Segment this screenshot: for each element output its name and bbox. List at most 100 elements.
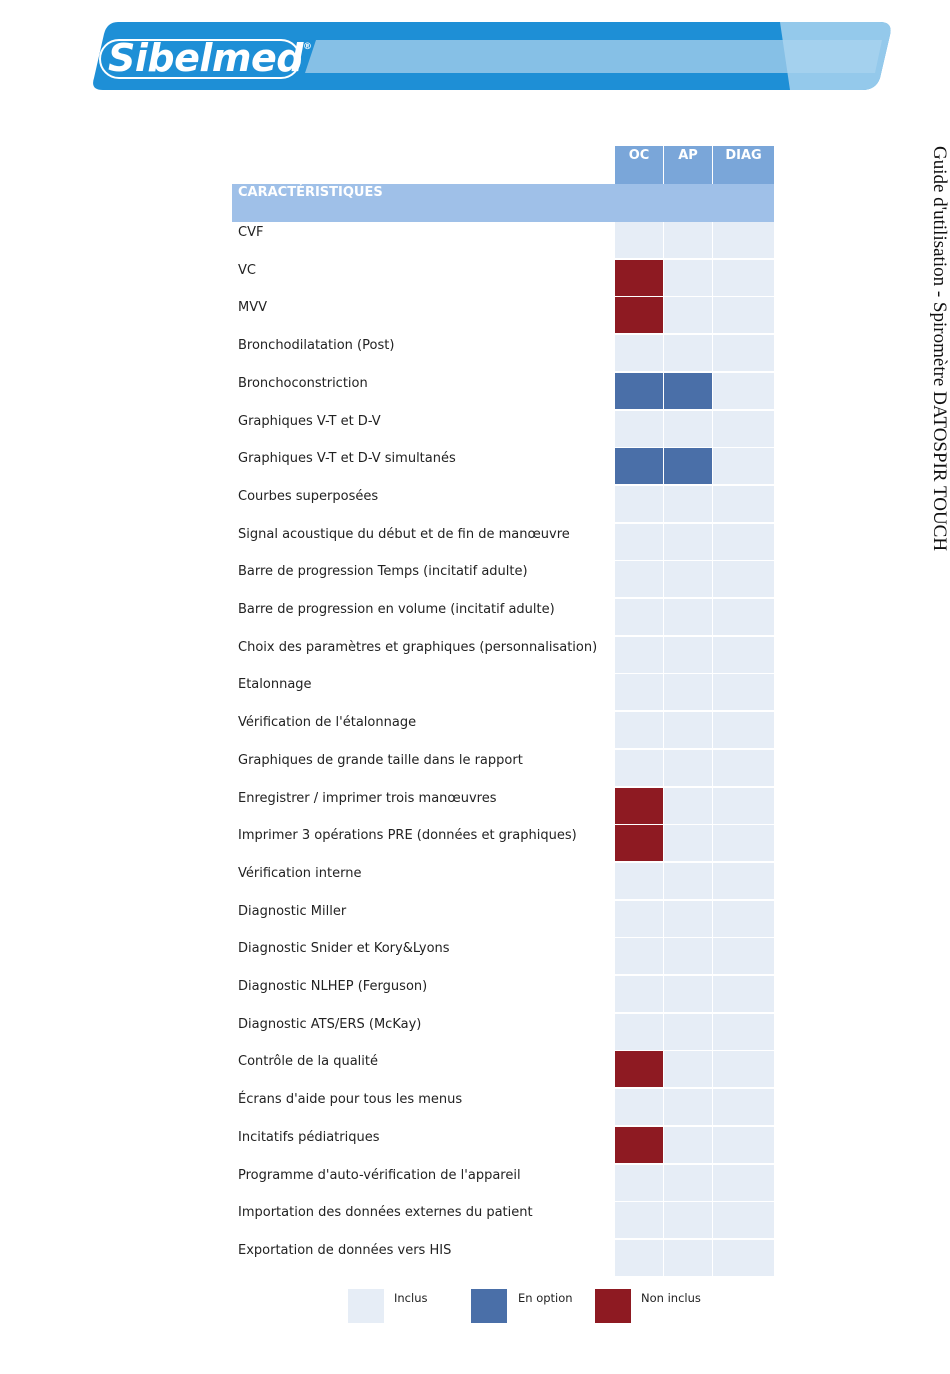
feature-label: Vérification interne [238,865,362,881]
status-cell-diag [713,900,774,937]
status-cell-ap [664,749,712,786]
status-cell-ap [664,938,712,975]
feature-label: Vérification de l'étalonnage [238,715,417,731]
status-cell-oc [615,599,663,635]
status-cell-oc [615,1089,663,1126]
status-cell-oc [615,1051,663,1088]
table-row: Écrans d'aide pour tous les menus [232,1089,774,1127]
status-cell-oc [615,938,663,975]
feature-label: Importation des données externes du pati… [238,1205,533,1221]
table-row: MVV [232,297,774,335]
status-cell-diag [713,1126,774,1163]
table-header-row: OC AP DIAG [232,146,774,184]
feature-label: Graphiques V-T et D-V simultanés [238,451,456,467]
feature-label: Choix des paramètres et graphiques (pers… [238,639,598,655]
feature-label: Barre de progression Temps (incitatif ad… [238,564,528,580]
legend-swatch-en-option [471,1289,507,1323]
status-cell-ap [664,372,712,409]
feature-label: Etalonnage [238,677,312,693]
status-cell-oc [615,900,663,937]
table-row: Importation des données externes du pati… [232,1202,774,1240]
status-cell-ap [664,259,712,296]
status-cell-ap [664,335,712,372]
feature-label: Diagnostic ATS/ERS (McKay) [238,1016,422,1032]
feature-label: Contrôle de la qualité [238,1054,378,1070]
feature-label: Diagnostic NLHEP (Ferguson) [238,979,428,994]
status-cell-oc [615,1164,663,1201]
table-row: Imprimer 3 opérations PRE (données et gr… [232,825,774,863]
table-row: Diagnostic NLHEP (Ferguson) [232,976,774,1014]
table-row: CVF [232,222,774,260]
status-cell-oc [615,1013,663,1050]
feature-label: Graphiques de grande taille dans le rapp… [238,752,523,768]
feature-label: Imprimer 3 opérations PRE (données et gr… [238,828,577,844]
status-cell-diag [713,335,774,372]
status-cell-diag [713,523,774,560]
status-cell-oc [615,825,663,862]
column-header-diag: DIAG [713,146,774,184]
brand-logo: Sibelmed® [108,36,312,80]
status-cell-oc [615,787,663,824]
legend-swatch-inclus [348,1289,384,1323]
table-row: Courbes superposées [232,485,774,524]
status-cell-ap [664,1164,712,1201]
feature-label: Diagnostic Snider et Kory&Lyons [238,941,450,957]
table-row: Enregistrer / imprimer trois manœuvres [232,787,774,826]
table-row: Bronchoconstriction [232,372,774,411]
status-cell-oc [615,410,663,447]
status-cell-oc [615,485,663,522]
status-cell-ap [664,1051,712,1088]
status-cell-ap [664,825,712,862]
status-cell-oc [615,862,663,899]
table-row: Contrôle de la qualité [232,1051,774,1089]
feature-label: MVV [238,300,268,316]
status-cell-oc [615,335,663,372]
section-label: CARACTÉRISTIQUES [238,185,383,200]
table-row: Vérification de l'étalonnage [232,712,774,750]
status-cell-diag [713,749,774,786]
table-row: Graphiques V-T et D-V [232,410,774,449]
status-cell-diag [713,787,774,824]
feature-label: Exportation de données vers HIS [238,1242,452,1258]
feature-label: Courbes superposées [238,488,379,504]
column-header-oc: OC [615,146,663,184]
status-cell-diag [713,1013,774,1050]
status-cell-diag [713,1239,774,1276]
status-cell-diag [713,976,774,1012]
header-banner [93,22,891,90]
status-cell-ap [664,485,712,522]
feature-label: Diagnostic Miller [238,903,347,919]
feature-label: Écrans d'aide pour tous les menus [238,1092,463,1108]
table-row: Programme d'auto-vérification de l'appar… [232,1164,774,1203]
status-cell-oc [615,1239,663,1276]
status-cell-diag [713,862,774,899]
status-cell-ap [664,448,712,485]
status-cell-diag [713,1089,774,1126]
status-cell-ap [664,674,712,711]
feature-label: Enregistrer / imprimer trois manœuvres [238,790,497,806]
status-cell-ap [664,1126,712,1163]
status-cell-oc [615,636,663,673]
table-row: Vérification interne [232,862,774,901]
status-cell-ap [664,976,712,1012]
status-cell-diag [713,259,774,296]
status-cell-diag [713,222,774,258]
status-cell-ap [664,222,712,258]
table-row: VC [232,259,774,298]
table-row: Etalonnage [232,674,774,712]
status-cell-diag [713,825,774,862]
status-cell-oc [615,674,663,711]
status-cell-oc [615,749,663,786]
feature-label: Programme d'auto-vérification de l'appar… [238,1167,521,1183]
status-cell-ap [664,862,712,899]
feature-label: Bronchoconstriction [238,375,368,391]
side-document-title: Guide d'utilisation - Spiromètre DATOSPI… [929,146,950,552]
table-row: Signal acoustique du début et de fin de … [232,523,774,562]
table-row: Diagnostic Snider et Kory&Lyons [232,938,774,976]
column-header-ap: AP [664,146,712,184]
feature-label: Signal acoustique du début et de fin de … [238,526,570,542]
status-cell-diag [713,1202,774,1239]
feature-label: CVF [238,225,264,240]
status-cell-diag [713,636,774,673]
feature-label: Graphiques V-T et D-V [238,413,381,429]
